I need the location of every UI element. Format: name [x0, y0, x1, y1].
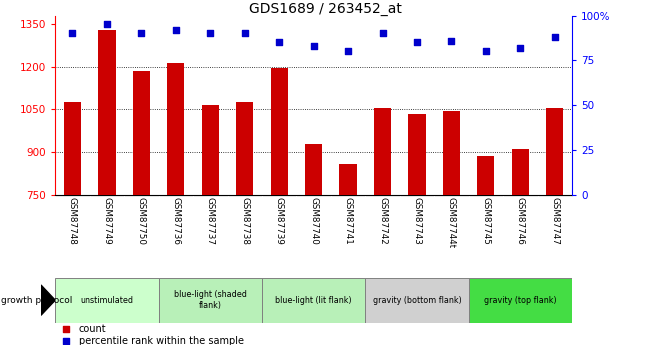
Point: [60, 338, 71, 343]
Text: growth protocol: growth protocol: [1, 296, 72, 305]
Text: GSM87747: GSM87747: [551, 197, 559, 245]
Text: gravity (top flank): gravity (top flank): [484, 296, 556, 305]
Text: unstimulated: unstimulated: [81, 296, 133, 305]
Bar: [159, 278, 262, 323]
Point: [412, 40, 423, 45]
Text: GSM87736: GSM87736: [172, 197, 180, 245]
Bar: [443, 111, 460, 195]
Text: GDS1689 / 263452_at: GDS1689 / 263452_at: [248, 2, 402, 16]
Text: GSM87740: GSM87740: [309, 197, 318, 245]
Point: [205, 31, 216, 36]
Point: [343, 49, 354, 54]
Bar: [55, 278, 159, 323]
Text: GSM87746: GSM87746: [516, 197, 525, 245]
Text: percentile rank within the sample: percentile rank within the sample: [79, 336, 244, 345]
Text: blue-light (lit flank): blue-light (lit flank): [276, 296, 352, 305]
Bar: [270, 68, 288, 195]
Text: GSM87739: GSM87739: [275, 197, 283, 245]
Text: count: count: [79, 324, 106, 334]
Text: GSM87750: GSM87750: [137, 197, 146, 245]
Point: [60, 326, 71, 332]
Bar: [339, 164, 357, 195]
Text: GSM87743: GSM87743: [413, 197, 421, 245]
Text: GSM87748: GSM87748: [68, 197, 77, 245]
Text: blue-light (shaded
flank): blue-light (shaded flank): [174, 290, 247, 310]
Text: GSM87741: GSM87741: [344, 197, 352, 245]
Bar: [202, 105, 219, 195]
Bar: [64, 102, 81, 195]
Bar: [546, 108, 564, 195]
Point: [240, 31, 250, 36]
Bar: [98, 30, 116, 195]
Text: GSM87744t: GSM87744t: [447, 197, 456, 248]
Text: GSM87749: GSM87749: [103, 197, 111, 245]
Bar: [133, 71, 150, 195]
Bar: [365, 278, 469, 323]
Point: [170, 27, 181, 33]
Bar: [408, 114, 426, 195]
Point: [447, 38, 457, 43]
Bar: [262, 278, 365, 323]
Text: gravity (bottom flank): gravity (bottom flank): [372, 296, 462, 305]
Point: [274, 40, 285, 45]
Polygon shape: [41, 285, 55, 315]
Point: [309, 43, 319, 49]
Text: GSM87742: GSM87742: [378, 197, 387, 245]
Point: [481, 49, 491, 54]
Point: [136, 31, 147, 36]
Point: [515, 45, 526, 51]
Text: GSM87737: GSM87737: [206, 197, 215, 245]
Point: [101, 22, 112, 27]
Point: [550, 34, 560, 40]
Text: GSM87745: GSM87745: [482, 197, 490, 245]
Bar: [167, 62, 185, 195]
Bar: [512, 149, 529, 195]
Bar: [469, 278, 572, 323]
Point: [377, 31, 387, 36]
Point: [68, 31, 78, 36]
Bar: [236, 102, 254, 195]
Bar: [477, 157, 495, 195]
Bar: [305, 144, 322, 195]
Text: GSM87738: GSM87738: [240, 197, 249, 245]
Bar: [374, 108, 391, 195]
